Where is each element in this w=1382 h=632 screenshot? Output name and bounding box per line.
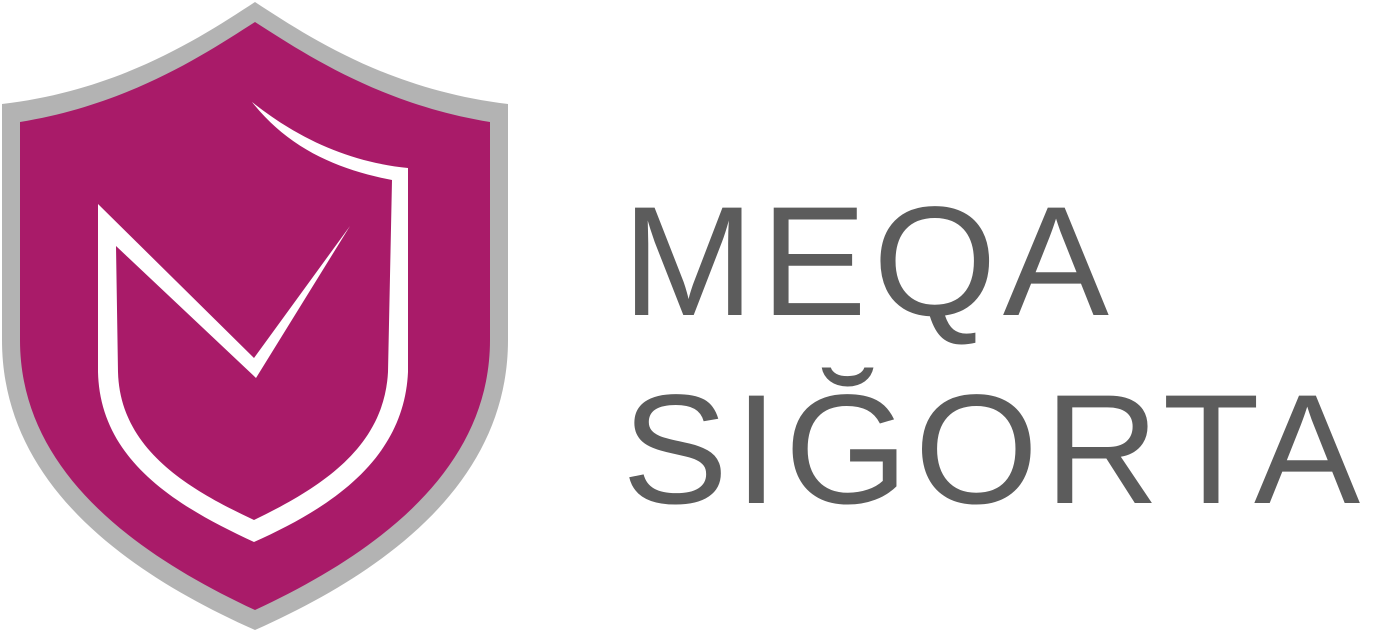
shield-check-icon: [2, 2, 508, 630]
brand-line-2: SIĞORTA: [622, 363, 1367, 537]
brand-wordmark: MEQA SIĞORTA: [622, 168, 1382, 544]
brand-line-1: MEQA: [622, 175, 1116, 349]
